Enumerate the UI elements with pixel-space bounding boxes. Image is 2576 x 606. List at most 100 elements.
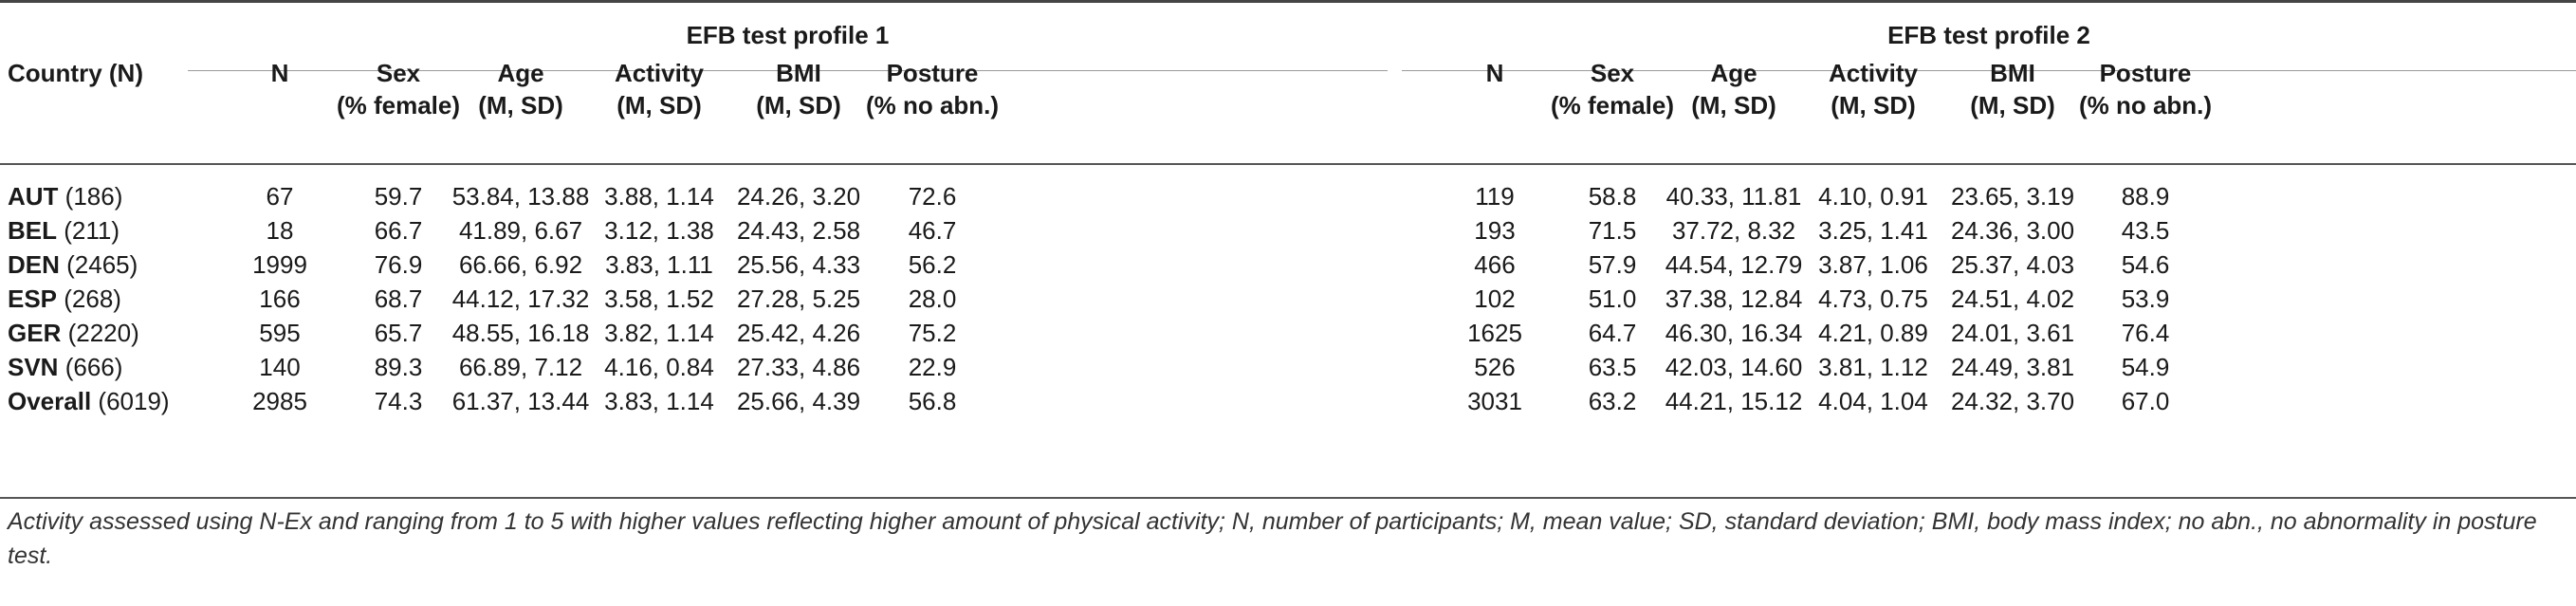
cell-posture-profile-2: 76.4 bbox=[2121, 319, 2170, 347]
cell-n-profile-2: 102 bbox=[1474, 285, 1516, 313]
group-rule-profile-1 bbox=[188, 70, 1388, 71]
cell-n-profile-2: 1625 bbox=[1467, 319, 1522, 347]
group-rule-profile-2 bbox=[1402, 70, 2576, 71]
cell-activity-profile-1: 3.83, 1.11 bbox=[605, 250, 713, 279]
cell-sex-profile-2: 57.9 bbox=[1588, 250, 1637, 279]
cell-sex-profile-1: 76.9 bbox=[374, 250, 423, 279]
cell-sex-profile-1: 59.7 bbox=[374, 182, 423, 211]
cell-sex-profile-1: 89.3 bbox=[374, 353, 423, 381]
cell-sex-profile-1: 68.7 bbox=[374, 285, 423, 313]
cell-bmi-profile-2: 24.49, 3.81 bbox=[1950, 353, 2075, 381]
country-sample-size: (211) bbox=[64, 216, 120, 245]
country-spacer bbox=[58, 353, 64, 381]
table-footnote: Activity assessed using N-Ex and ranging… bbox=[8, 508, 2537, 569]
cell-bmi-profile-2: 24.36, 3.00 bbox=[1950, 216, 2075, 245]
cell-n-profile-2: 119 bbox=[1475, 182, 1515, 211]
cell-sex-profile-1: 65.7 bbox=[374, 319, 423, 347]
cell-bmi-profile-2: 24.32, 3.70 bbox=[1950, 387, 2075, 415]
cell-sex-profile-2: 63.2 bbox=[1588, 387, 1637, 415]
cell-n-profile-1: 2985 bbox=[252, 387, 307, 415]
country-code: BEL bbox=[8, 216, 57, 245]
cell-posture-profile-1: 46.7 bbox=[908, 216, 957, 245]
cell-n-profile-1: 18 bbox=[266, 216, 294, 245]
column-header-bmi-profile-2: BMI bbox=[1990, 59, 2035, 87]
cell-sex-profile-2: 58.8 bbox=[1588, 182, 1637, 211]
cell-posture-profile-1: 56.2 bbox=[908, 250, 957, 279]
header-bottom-rule bbox=[0, 163, 2576, 165]
column-header-posture-profile-2: Posture bbox=[2099, 59, 2192, 87]
cell-activity-profile-1: 3.88, 1.14 bbox=[604, 182, 714, 211]
table-bottom-rule bbox=[0, 497, 2576, 499]
cell-posture-profile-2: 54.9 bbox=[2121, 353, 2170, 381]
cell-sex-profile-1: 66.7 bbox=[374, 216, 423, 245]
cell-n-profile-2: 526 bbox=[1474, 353, 1516, 381]
cell-posture-profile-1: 72.6 bbox=[908, 182, 957, 211]
column-header-age-profile-1: Age bbox=[497, 59, 544, 87]
country-sample-size: (268) bbox=[64, 285, 121, 313]
cell-sex-profile-1: 74.3 bbox=[374, 387, 423, 415]
cell-activity-profile-1: 3.12, 1.38 bbox=[604, 216, 714, 245]
column-header-n-profile-1: N bbox=[270, 59, 289, 87]
cell-posture-profile-1: 56.8 bbox=[908, 387, 957, 415]
column-header-activity-profile-1: Activity bbox=[615, 59, 704, 87]
cell-activity-profile-1: 3.58, 1.52 bbox=[604, 285, 714, 313]
country-code: ESP bbox=[8, 285, 58, 313]
cell-posture-profile-2: 67.0 bbox=[2121, 387, 2170, 415]
country-code: DEN bbox=[8, 250, 60, 279]
country-cell: AUT (186) bbox=[8, 182, 122, 211]
column-subheader-activity-profile-1: (M, SD) bbox=[616, 91, 702, 119]
cell-bmi-profile-2: 24.51, 4.02 bbox=[1950, 285, 2075, 313]
cell-sex-profile-2: 51.0 bbox=[1588, 285, 1637, 313]
country-code: SVN bbox=[8, 353, 59, 381]
country-cell: BEL (211) bbox=[8, 216, 120, 246]
cell-n-profile-2: 193 bbox=[1474, 216, 1516, 245]
column-header-activity-profile-2: Activity bbox=[1829, 59, 1918, 87]
cell-n-profile-1: 67 bbox=[266, 182, 294, 211]
column-subheader-posture-profile-1: (% no abn.) bbox=[865, 91, 1000, 119]
country-sample-size: (2465) bbox=[66, 250, 138, 279]
cell-bmi-profile-1: 27.33, 4.86 bbox=[736, 353, 861, 381]
column-subheader-age-profile-2: (M, SD) bbox=[1691, 91, 1776, 119]
cell-activity-profile-2: 4.10, 0.91 bbox=[1818, 182, 1928, 211]
country-cell: DEN (2465) bbox=[8, 250, 138, 280]
country-sample-size: (666) bbox=[64, 353, 123, 381]
country-cell: SVN (666) bbox=[8, 353, 122, 382]
column-subheader-posture-profile-2: (% no abn.) bbox=[2078, 91, 2213, 119]
cell-sex-profile-2: 63.5 bbox=[1588, 353, 1637, 381]
table-row: BEL (211) 18 66.7 41.89, 6.67 3.12, 1.38 24.4… bbox=[0, 216, 2576, 250]
cell-activity-profile-2: 4.21, 0.89 bbox=[1818, 319, 1928, 347]
cell-posture-profile-2: 53.9 bbox=[2121, 285, 2170, 313]
column-header-sex-profile-1: Sex bbox=[376, 59, 421, 87]
cell-activity-profile-2: 3.87, 1.06 bbox=[1818, 250, 1928, 279]
country-code: Overall bbox=[8, 387, 92, 415]
cell-age-profile-2: 37.72, 8.32 bbox=[1671, 216, 1796, 245]
column-header-sex-profile-2: Sex bbox=[1590, 59, 1635, 87]
cell-posture-profile-1: 75.2 bbox=[908, 319, 957, 347]
cell-age-profile-1: 48.55, 16.18 bbox=[451, 319, 590, 347]
column-header-bmi-profile-1: BMI bbox=[776, 59, 821, 87]
column-subheader-bmi-profile-1: (M, SD) bbox=[756, 91, 841, 119]
column-subheader-bmi-profile-2: (M, SD) bbox=[1970, 91, 2055, 119]
cell-sex-profile-2: 71.5 bbox=[1588, 216, 1637, 245]
cell-n-profile-1: 595 bbox=[259, 319, 301, 347]
cell-activity-profile-2: 3.25, 1.41 bbox=[1818, 216, 1928, 245]
cell-age-profile-2: 37.38, 12.84 bbox=[1665, 285, 1803, 313]
cell-age-profile-1: 61.37, 13.44 bbox=[451, 387, 590, 415]
cell-n-profile-1: 166 bbox=[259, 285, 301, 313]
cell-age-profile-2: 44.21, 15.12 bbox=[1665, 387, 1803, 415]
country-code: GER bbox=[8, 319, 62, 347]
country-cell: Overall (6019) bbox=[8, 387, 170, 416]
cell-age-profile-2: 40.33, 11.81 bbox=[1665, 182, 1802, 211]
cell-age-profile-2: 46.30, 16.34 bbox=[1665, 319, 1803, 347]
country-sample-size: (2220) bbox=[67, 319, 139, 347]
country-code: AUT bbox=[8, 182, 59, 211]
cell-posture-profile-1: 22.9 bbox=[908, 353, 957, 381]
cell-n-profile-2: 3031 bbox=[1467, 387, 1522, 415]
cell-posture-profile-1: 28.0 bbox=[908, 285, 957, 313]
table-top-rule bbox=[0, 0, 2576, 3]
cell-activity-profile-1: 3.82, 1.14 bbox=[604, 319, 714, 347]
table-row: DEN (2465) 1999 76.9 66.66, 6.92 3.83, 1.11 2… bbox=[0, 250, 2576, 285]
table-row: Overall (6019) 2985 74.3 61.37, 13.44 3.83, … bbox=[0, 387, 2576, 421]
cell-bmi-profile-1: 27.28, 5.25 bbox=[736, 285, 861, 313]
